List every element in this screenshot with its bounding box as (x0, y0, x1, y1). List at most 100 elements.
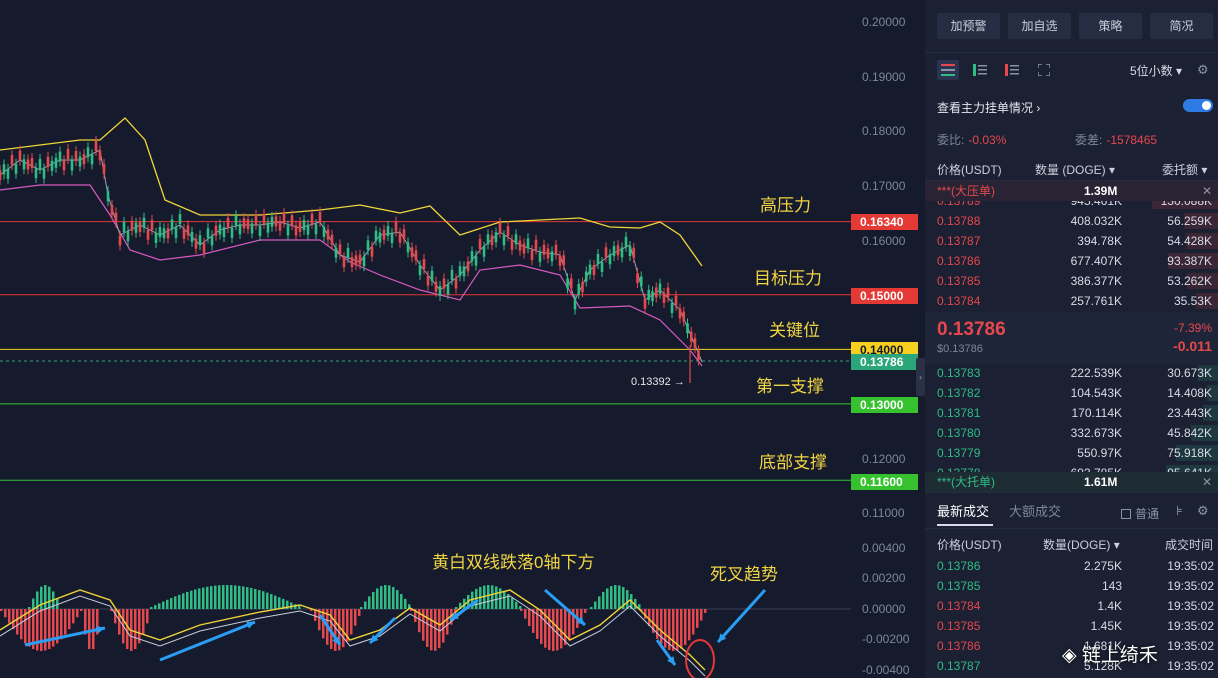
orderbook-row[interactable]: 0.13786 677.407K 93.387K (925, 251, 1218, 271)
depth-toggle[interactable] (1183, 99, 1213, 112)
macd-bar (380, 586, 383, 609)
candle-body (534, 239, 538, 250)
candle-body (354, 255, 358, 266)
macd-bar (487, 585, 490, 609)
strategy-button[interactable]: 策略 (1079, 13, 1142, 39)
macd-bar (170, 598, 173, 609)
collapse-handle-icon[interactable]: › (916, 358, 925, 396)
macd-bar (680, 609, 683, 649)
close-icon[interactable]: ✕ (1201, 475, 1212, 489)
candle-body (616, 245, 620, 256)
big-ask-row: ***(大压单) 1.39M ✕ (925, 181, 1218, 201)
candle-body (410, 247, 414, 258)
decimal-select[interactable]: 5位小数 ▾ (1130, 64, 1183, 78)
macd-bar (158, 603, 161, 609)
annotation-death-cross: 死叉趋势 (710, 565, 778, 584)
candle-body (70, 160, 74, 171)
macd-bar (246, 587, 249, 609)
macd-bar (56, 598, 59, 609)
candle-body (118, 235, 122, 246)
orderbook-row[interactable]: 0.13780 332.673K 45.842K (925, 423, 1218, 443)
candle-body (114, 212, 118, 223)
macd-bar (230, 585, 233, 609)
candle-body (246, 219, 250, 230)
chart-area[interactable]: 0.20000 0.19000 0.18000 0.17000 0.16000 0.120… (0, 0, 925, 678)
candle-body (636, 273, 639, 284)
macd-bar (418, 609, 421, 633)
candle-body (386, 226, 390, 237)
macd-bar (614, 585, 617, 609)
macd-bar (76, 609, 79, 618)
macd-bar (322, 609, 325, 639)
macd-bar (426, 609, 429, 647)
trade-header-qty[interactable]: 数量(DOGE) ▾ (1043, 538, 1120, 552)
macd-bar (495, 586, 498, 609)
macd-bar (64, 609, 67, 635)
macd-bar (692, 609, 695, 635)
macd-bar (214, 585, 217, 609)
commission-ratio: 委比: -0.03% (937, 133, 1007, 147)
trade-row: 0.13784 1.4K 19:35:02 (925, 596, 1218, 616)
orderbook-row[interactable]: 0.13779 550.97K 75.918K (925, 443, 1218, 463)
tab-large-trades[interactable]: 大额成交 (1009, 504, 1062, 519)
add-alert-button[interactable]: 加预警 (937, 13, 1000, 39)
close-icon[interactable]: ✕ (1201, 184, 1212, 198)
orderbook-row[interactable]: 0.13788 408.032K 56.259K (925, 211, 1218, 231)
candle-body (150, 220, 154, 231)
summary-button[interactable]: 简况 (1150, 13, 1213, 39)
orderbook-row[interactable]: 0.13783 222.539K 30.673K (925, 363, 1218, 383)
candle-body (434, 281, 438, 292)
depth-link[interactable]: 查看主力挂单情况 › (937, 101, 1041, 115)
candle-body (378, 232, 382, 243)
candle-body (50, 160, 54, 171)
candle-body (250, 223, 254, 234)
macd-bar (450, 609, 453, 625)
filter-icon[interactable]: ⊧ (1176, 503, 1183, 518)
macd-bar (314, 609, 317, 621)
depth-bar (1202, 405, 1218, 421)
tab-latest-trades[interactable]: 最新成交 (937, 501, 994, 526)
annotation-target-pressure: 目标压力 (754, 269, 822, 288)
candle-body (374, 230, 378, 241)
candle-body (643, 298, 647, 309)
orderbook-row[interactable]: 0.13782 104.543K 14.408K (925, 383, 1218, 403)
view-bids-icon[interactable] (969, 60, 991, 80)
orderbook-row[interactable]: 0.13781 170.114K 23.443K (925, 403, 1218, 423)
macd-bar (656, 609, 659, 639)
header-qty[interactable]: 数量 (DOGE) ▾ (1035, 163, 1116, 177)
chart-canvas[interactable] (0, 0, 925, 678)
candle-body (258, 225, 262, 236)
big-bid-row: ***(大托单) 1.61M ✕ (925, 472, 1218, 492)
common-checkbox[interactable]: 普通 (1121, 505, 1159, 522)
candle-body (326, 229, 330, 240)
macd-bar (36, 591, 39, 609)
macd-bar (262, 591, 265, 609)
macd-bar (676, 609, 679, 651)
macd-bar (250, 587, 253, 609)
macd-bar (598, 596, 601, 609)
view-both-icon[interactable] (937, 60, 959, 80)
candle-body (302, 220, 306, 231)
orderbook-row[interactable]: 0.13785 386.377K 53.262K (925, 271, 1218, 291)
macd-bar (338, 609, 341, 651)
candle-body (658, 283, 662, 294)
macd-bar (368, 596, 371, 609)
orderbook-row[interactable]: 0.13787 394.78K 54.428K (925, 231, 1218, 251)
view-fullscreen-icon[interactable] (1033, 60, 1055, 80)
order-qty: 104.543K (1070, 386, 1122, 400)
trade-price: 0.13787 (937, 659, 981, 673)
orderbook-row[interactable]: 0.13784 257.761K 35.53K (925, 291, 1218, 311)
candle-body (494, 232, 498, 243)
macd-bar (146, 609, 149, 624)
macd-bar (648, 609, 651, 627)
candle-body (573, 299, 577, 310)
candle-body (470, 251, 474, 262)
macd-dea-line (0, 589, 706, 671)
order-total: 93.387K (1167, 254, 1212, 268)
view-asks-icon[interactable] (1001, 60, 1023, 80)
header-total[interactable]: 委托额 ▾ (1162, 163, 1208, 177)
gear-icon[interactable]: ⚙ (1197, 62, 1209, 77)
add-watchlist-button[interactable]: 加自选 (1008, 13, 1071, 39)
gear-icon[interactable]: ⚙ (1197, 503, 1209, 518)
arrow-head (576, 616, 585, 625)
